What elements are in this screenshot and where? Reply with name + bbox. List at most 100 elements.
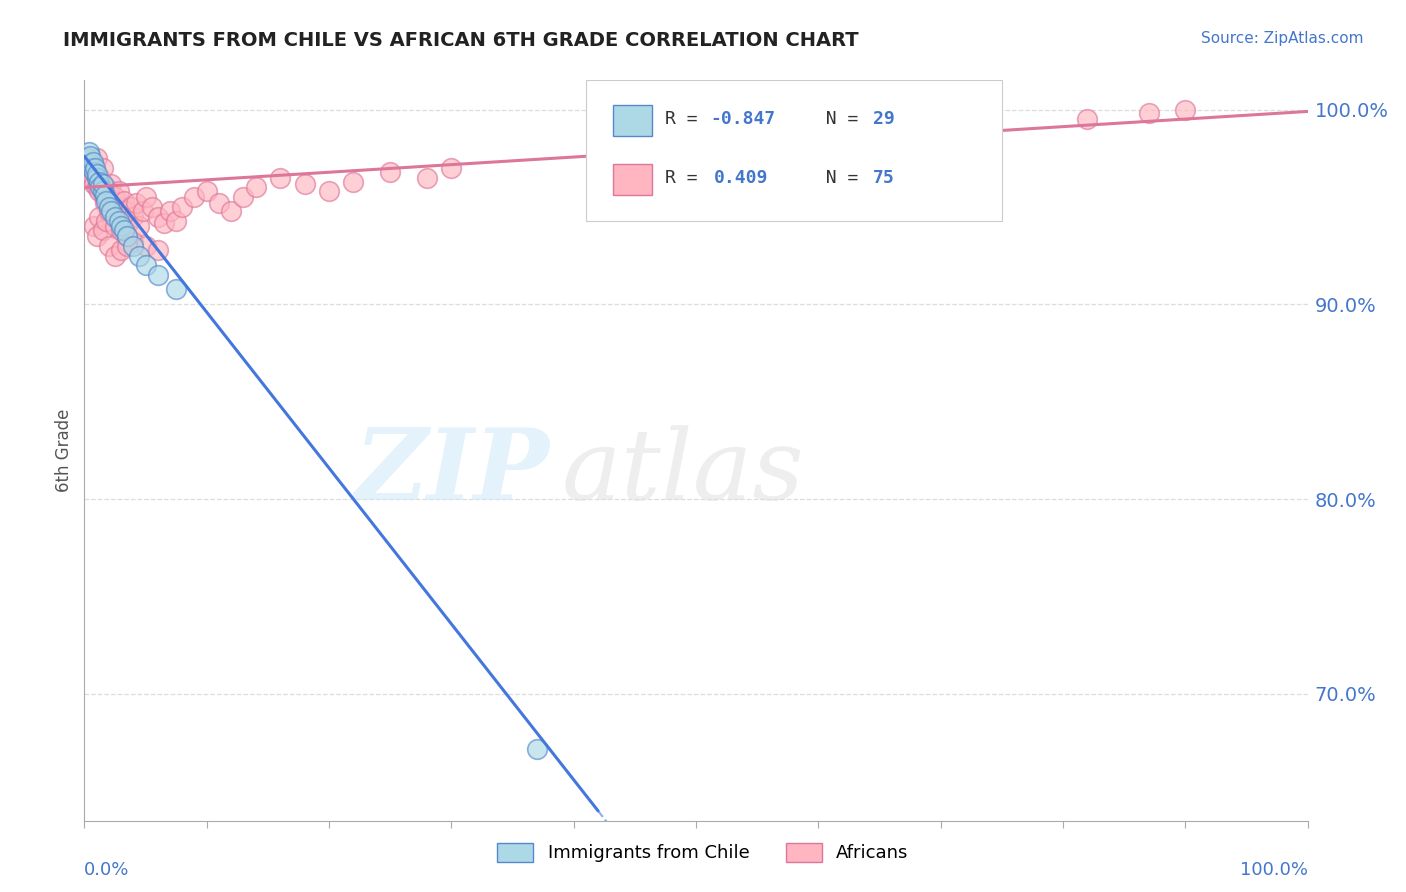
Point <box>165 282 187 296</box>
Point <box>115 203 138 218</box>
Point <box>83 219 105 234</box>
Point <box>1076 112 1098 127</box>
Legend: Immigrants from Chile, Africans: Immigrants from Chile, Africans <box>491 836 915 870</box>
Point <box>87 185 110 199</box>
Point <box>107 213 129 227</box>
Point <box>97 190 120 204</box>
Point <box>172 200 194 214</box>
Point <box>115 239 138 253</box>
Point <box>100 177 122 191</box>
Point <box>84 161 107 175</box>
Point <box>104 219 127 234</box>
Point <box>807 132 830 146</box>
Point <box>91 223 114 237</box>
Point <box>94 188 117 202</box>
Point <box>122 235 145 249</box>
Point <box>440 161 463 175</box>
Point <box>93 190 115 204</box>
Point <box>83 165 105 179</box>
Text: Source: ZipAtlas.com: Source: ZipAtlas.com <box>1201 31 1364 46</box>
Point <box>1174 103 1197 117</box>
Point <box>208 196 231 211</box>
Y-axis label: 6th Grade: 6th Grade <box>55 409 73 492</box>
Point <box>112 194 135 208</box>
Text: atlas: atlas <box>561 425 804 520</box>
Point <box>1137 106 1160 120</box>
Point <box>104 190 127 204</box>
Point <box>112 223 135 237</box>
Point <box>183 190 205 204</box>
Point <box>86 167 108 181</box>
Point <box>159 203 181 218</box>
Text: N =: N = <box>804 169 869 187</box>
Point <box>77 151 100 165</box>
Point <box>146 268 169 282</box>
Point <box>83 177 105 191</box>
Point <box>135 259 157 273</box>
Point <box>82 170 104 185</box>
Point <box>269 170 291 185</box>
Point <box>86 170 108 185</box>
Point <box>153 215 176 229</box>
Point <box>245 180 267 194</box>
Text: N =: N = <box>804 110 869 128</box>
Point <box>97 203 120 218</box>
FancyBboxPatch shape <box>613 164 652 195</box>
Point <box>110 210 132 224</box>
Point <box>380 165 402 179</box>
Point <box>128 219 150 234</box>
Point <box>89 170 111 185</box>
Point <box>831 122 853 136</box>
Point <box>115 229 138 244</box>
Point <box>135 239 157 253</box>
Point <box>110 219 132 234</box>
Point <box>77 161 100 175</box>
Point <box>100 203 122 218</box>
Point <box>79 165 101 179</box>
Point <box>97 185 120 199</box>
Point <box>141 200 163 214</box>
Point <box>101 203 124 218</box>
Text: R =: R = <box>665 169 720 187</box>
Text: -0.847: -0.847 <box>710 110 776 128</box>
Point <box>219 203 242 218</box>
Text: IMMIGRANTS FROM CHILE VS AFRICAN 6TH GRADE CORRELATION CHART: IMMIGRANTS FROM CHILE VS AFRICAN 6TH GRA… <box>63 31 859 50</box>
Point <box>146 210 169 224</box>
Point <box>120 200 142 214</box>
Point <box>294 177 316 191</box>
Point <box>86 180 108 194</box>
Point <box>97 200 120 214</box>
Point <box>122 210 145 224</box>
Point <box>86 229 108 244</box>
Point <box>342 175 364 189</box>
Point <box>416 170 439 185</box>
Point <box>79 157 101 171</box>
Point <box>91 177 114 191</box>
Point <box>953 118 976 132</box>
Point <box>110 223 132 237</box>
Point <box>117 215 139 229</box>
Point <box>91 161 114 175</box>
Point <box>80 161 103 175</box>
Text: 0.0%: 0.0% <box>84 862 129 880</box>
Point <box>87 210 110 224</box>
Point <box>232 190 254 204</box>
Point <box>115 229 138 244</box>
Point <box>89 180 111 194</box>
Point <box>77 153 100 168</box>
Point <box>165 213 187 227</box>
Point <box>86 151 108 165</box>
Text: R =: R = <box>665 110 709 128</box>
Point <box>87 175 110 189</box>
Point <box>77 145 100 160</box>
Point <box>94 196 117 211</box>
Point <box>79 149 101 163</box>
Point <box>104 249 127 263</box>
Point <box>110 243 132 257</box>
Point <box>132 203 155 218</box>
Point <box>107 185 129 199</box>
Text: 100.0%: 100.0% <box>1240 862 1308 880</box>
Text: 0.409: 0.409 <box>714 169 769 187</box>
Point <box>80 157 103 171</box>
FancyBboxPatch shape <box>586 80 1002 221</box>
